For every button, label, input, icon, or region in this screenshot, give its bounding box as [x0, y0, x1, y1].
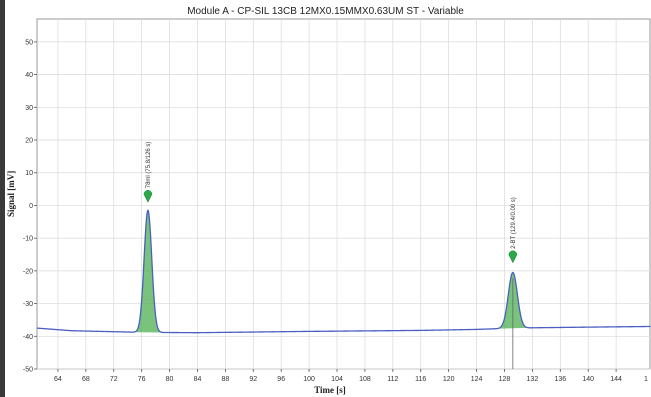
x-tick-label: 72 [110, 376, 118, 383]
x-tick-label: 112 [387, 376, 398, 383]
x-tick-label: 1 [644, 376, 648, 383]
x-tick-label: 76 [138, 376, 146, 383]
chart-title: Module A - CP-SIL 13CB 12MX0.15MMX0.63UM… [187, 6, 464, 17]
x-tick-label: 88 [221, 376, 229, 383]
x-tick-label: 140 [582, 376, 594, 383]
y-tick-label: -50 [23, 367, 33, 374]
x-tick-label: 132 [527, 376, 539, 383]
y-tick-label: -20 [23, 268, 33, 275]
x-tick-label: 96 [277, 376, 285, 383]
x-tick-label: 104 [331, 376, 343, 383]
window-edge [0, 0, 5, 397]
x-tick-label: 144 [610, 376, 622, 383]
x-axis-label: Time [s] [314, 385, 346, 395]
x-tick-label: 124 [471, 376, 483, 383]
y-tick-label: 10 [25, 170, 33, 177]
x-tick-label: 64 [54, 376, 62, 383]
plot-area [36, 18, 651, 370]
y-tick-label: 0 [29, 203, 33, 210]
x-tick-label: 128 [499, 376, 511, 383]
x-tick-label: 68 [82, 376, 90, 383]
x-tick-label: 80 [166, 376, 174, 383]
y-tick-label: -40 [23, 334, 33, 341]
x-tick-label: 136 [554, 376, 566, 383]
x-tick-label: 116 [415, 376, 426, 383]
peak-marker [143, 190, 153, 203]
y-tick-label: 30 [25, 105, 33, 112]
x-tick-label: 100 [303, 376, 315, 383]
y-tick-label: -10 [23, 236, 33, 243]
y-tick-label: 40 [25, 72, 33, 79]
x-tick-label: 108 [359, 376, 371, 383]
signal-line [36, 209, 651, 334]
y-tick-label: 20 [25, 138, 33, 145]
peak-label: 78ml (75.8/126 s) [146, 142, 152, 189]
x-tick-label: 120 [443, 376, 455, 383]
peak-label: 2-BT (129.4/0.00 s) [511, 197, 517, 249]
peak-marker [508, 250, 518, 264]
x-tick-label: 92 [249, 376, 257, 383]
y-tick-label: -30 [23, 301, 33, 308]
x-tick-label: 84 [194, 376, 202, 383]
y-tick-label: 50 [25, 39, 33, 46]
